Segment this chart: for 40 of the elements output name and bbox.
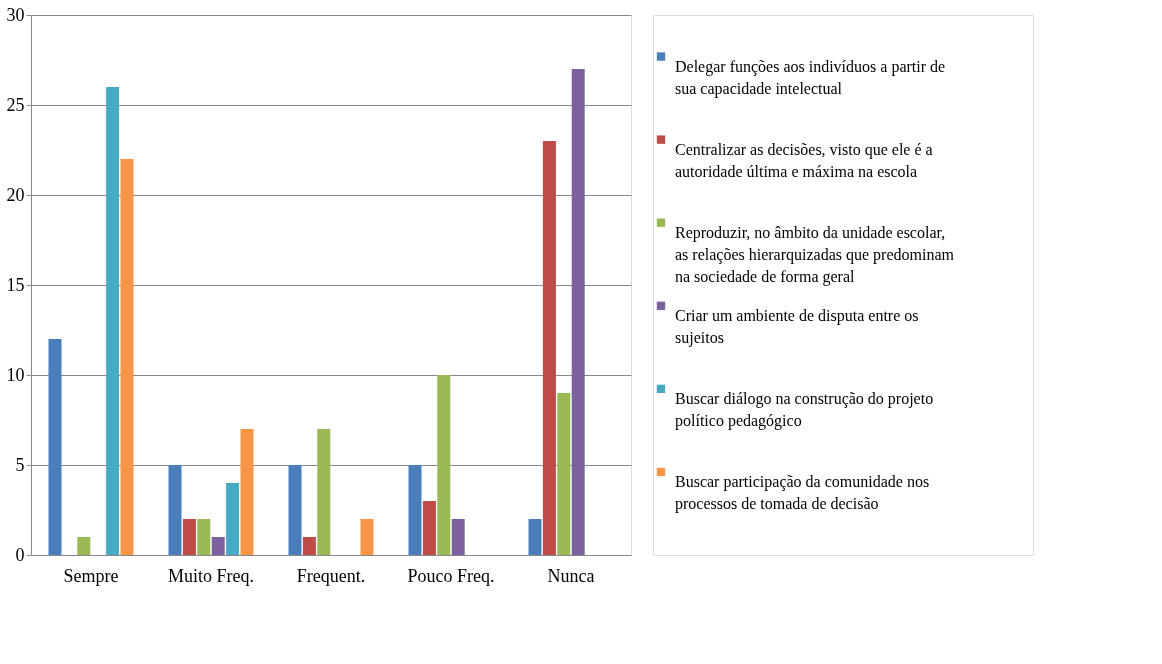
bar [197,519,211,555]
x-tick-label: Nunca [547,565,595,586]
bar [437,375,451,555]
bar [120,159,134,555]
bar [211,537,225,555]
bar [168,465,182,555]
bar [360,519,374,555]
bar [226,483,240,555]
legend-label: Centralizar as decisões, visto que ele é a autoridade última e máxima na escola [675,140,933,180]
legend-label: Criar um ambiente de disputa entre os sujeitos [675,306,919,347]
bar [302,537,316,555]
x-tick-label: Pouco Freq. [407,565,495,586]
bar [240,429,254,555]
x-tick-label: Frequent. [296,565,366,586]
bar [451,519,465,555]
y-tick-label: 0 [15,544,25,565]
bar [542,141,556,555]
bar [182,519,196,555]
y-tick-label: 20 [6,184,25,205]
x-tick-label: Muito Freq. [167,565,255,586]
bar [317,429,331,555]
bar [528,519,542,555]
y-tick-label: 5 [15,454,25,475]
y-tick-label: 25 [6,94,25,115]
x-tick-label: Sempre [63,565,119,586]
y-tick-label: 30 [6,4,25,25]
legend-label: Delegar funções aos indivíduos a partir de sua capacidade intelectual [675,57,946,98]
bar [557,393,571,555]
bar [106,87,120,555]
legend-label: Reproduzir, no âmbito da unidade escolar, as relações hierarquizadas que predominam na sociedade de forma geral [675,223,955,286]
bar [408,465,422,555]
bar [571,69,585,555]
bar [77,537,91,555]
bar [288,465,302,555]
y-tick-label: 15 [6,274,25,295]
bar [48,339,62,555]
bar [422,501,436,555]
legend-label: Buscar participação da comunidade nos processos de tomada de decisão [675,472,930,513]
legend-label: Buscar diálogo na construção do projeto político pedagógico [675,389,934,430]
y-tick-label: 10 [6,364,25,385]
